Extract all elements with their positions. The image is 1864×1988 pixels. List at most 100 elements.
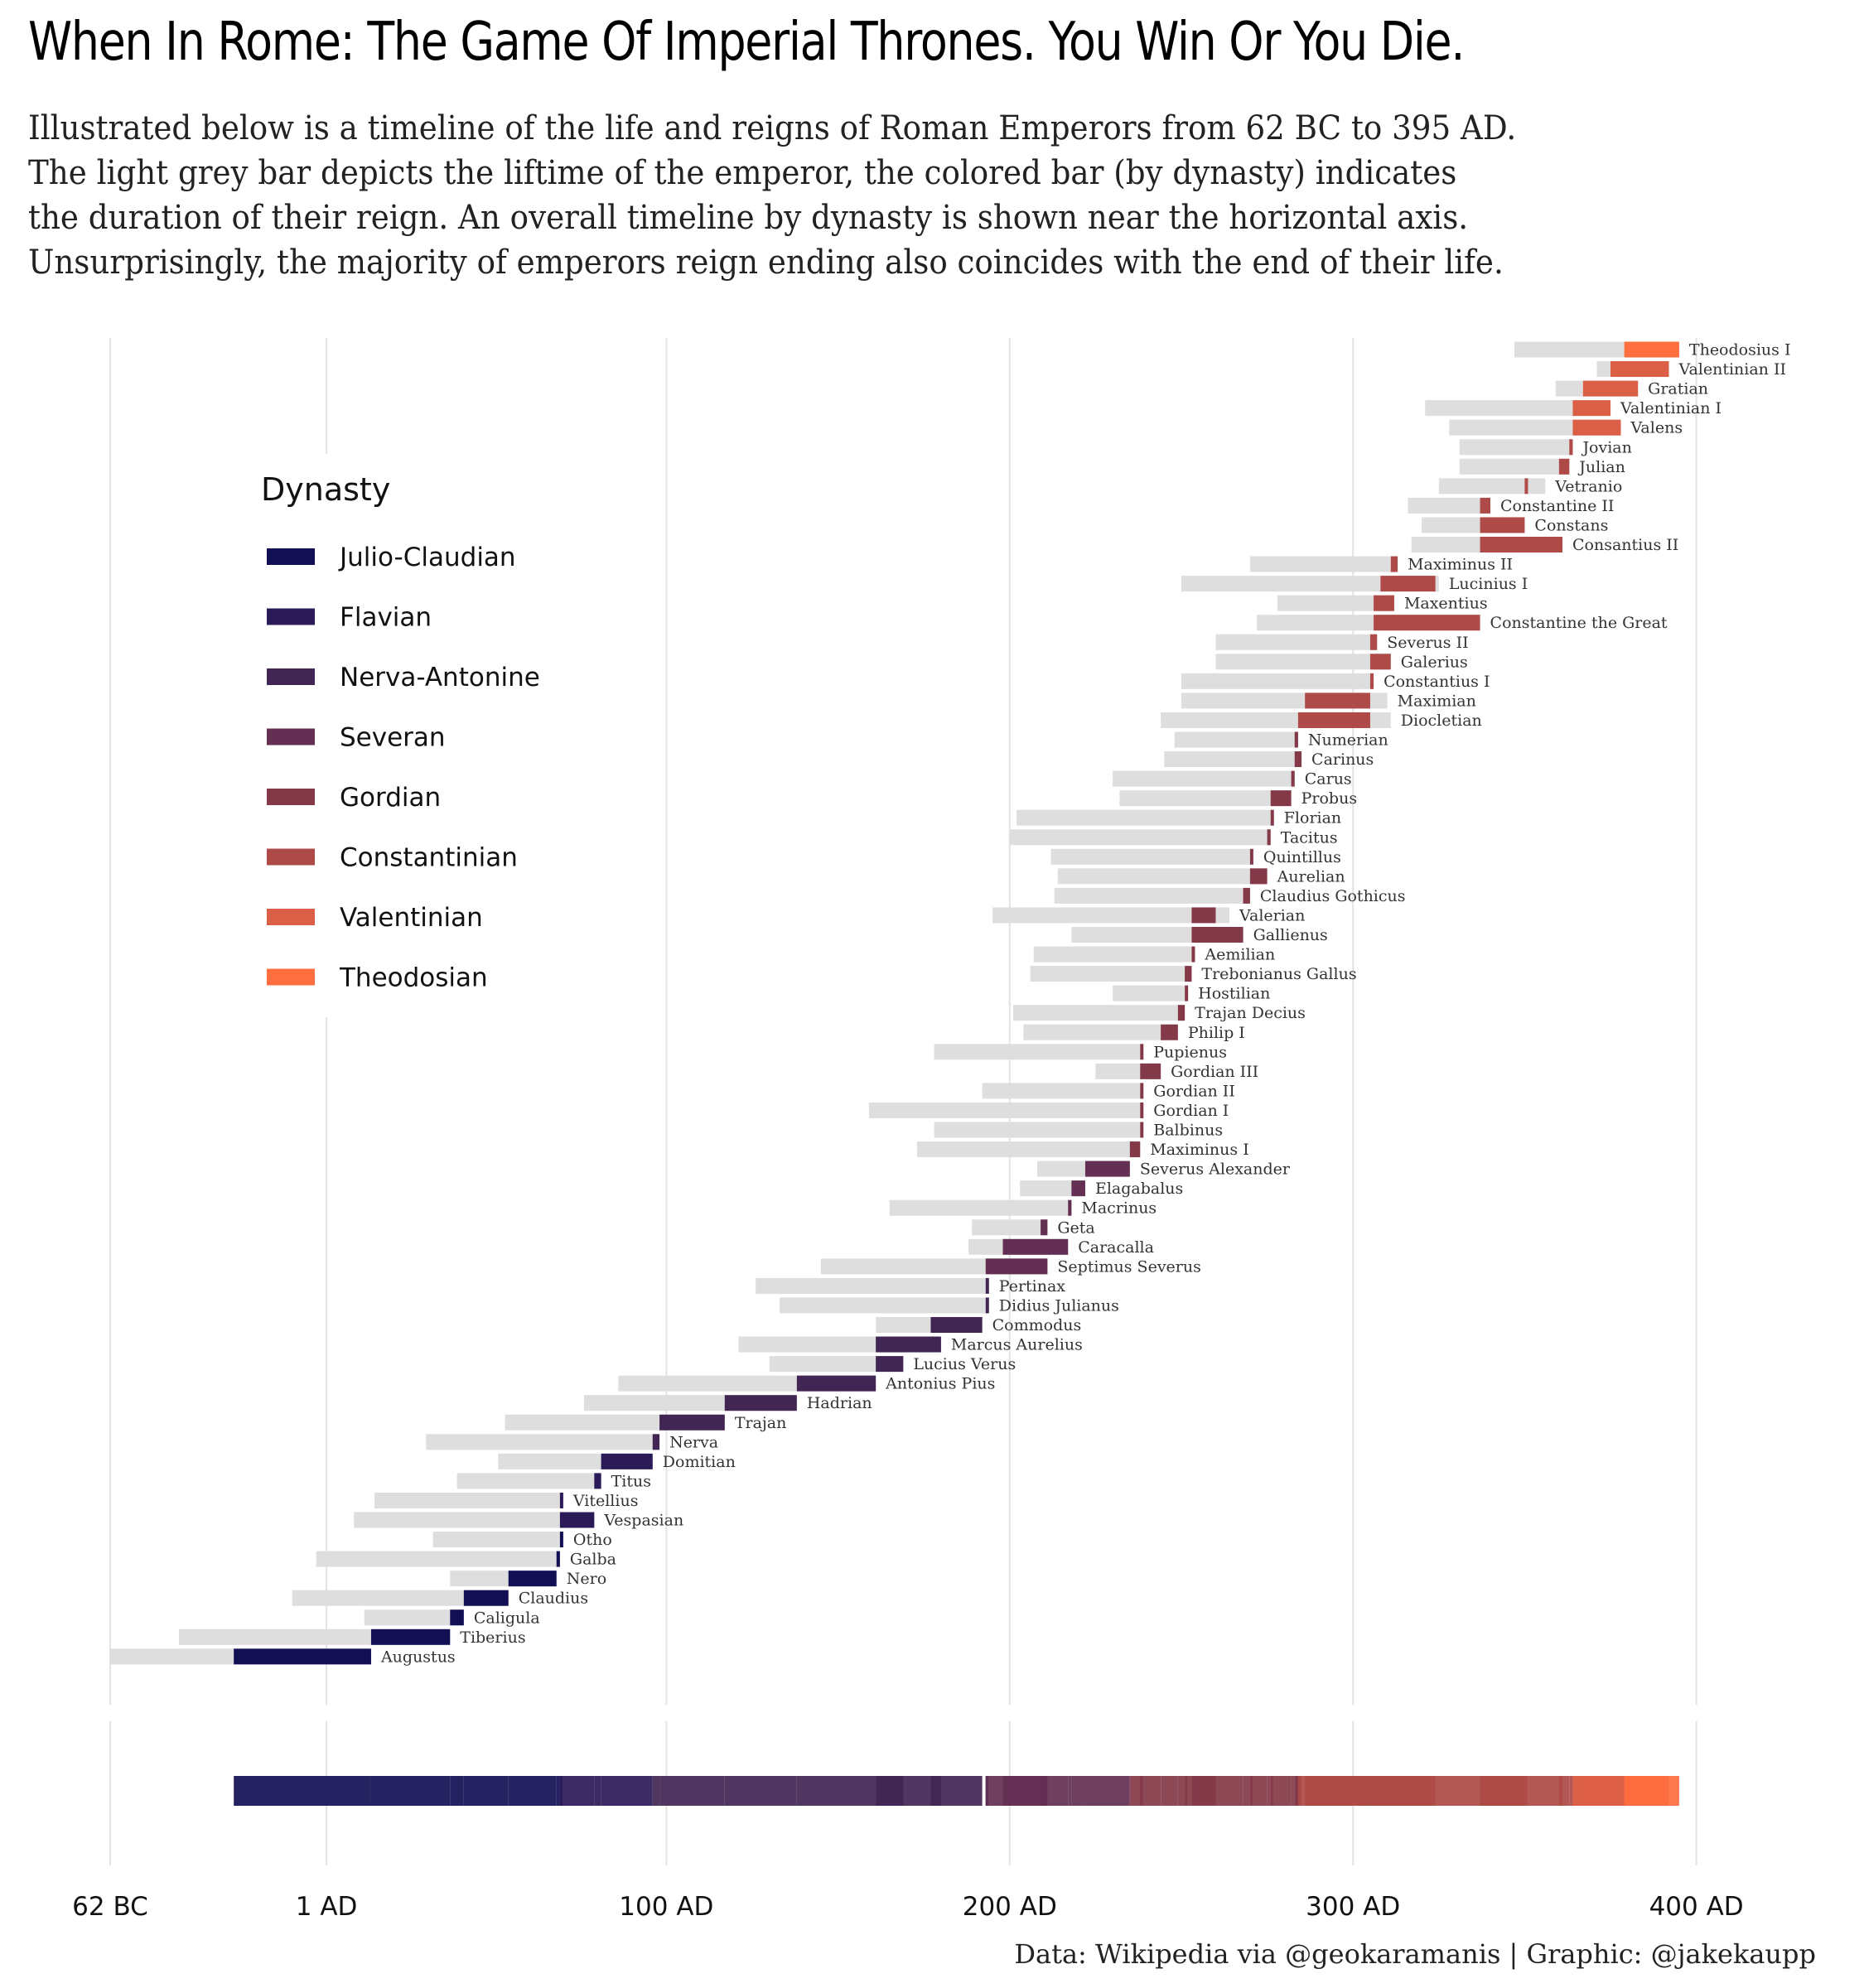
emperor-label-vetranio: Vetranio — [1554, 477, 1622, 495]
reign-bar-vetranio — [1524, 478, 1528, 495]
reign-bar-macrinus — [1068, 1199, 1072, 1216]
emperor-label-domitian: Domitian — [663, 1453, 736, 1471]
emperor-label-quintillus: Quintillus — [1263, 848, 1341, 866]
reign-bar-philip-i — [1161, 1024, 1178, 1040]
emperor-row-valerian: Valerian — [992, 906, 1305, 924]
reign-bar-carus — [1291, 770, 1295, 787]
subtitle-line-3: the duration of their reign. An overall … — [28, 199, 1469, 237]
emperor-row-carus: Carus — [1113, 770, 1352, 789]
reign-bar-constantine-ii — [1480, 497, 1490, 514]
lifetime-bar-aurelian — [1057, 868, 1268, 885]
emperor-label-severus-alexander: Severus Alexander — [1140, 1160, 1291, 1179]
legend-label-gordian: Gordian — [340, 783, 441, 813]
reign-bar-maximinus-ii — [1390, 556, 1398, 572]
emperor-row-valentinian-i: Valentinian I — [1425, 399, 1722, 417]
emperor-label-julian: Julian — [1577, 458, 1625, 476]
reign-bar-geta — [1041, 1219, 1048, 1236]
lifetime-bar-carinus — [1164, 751, 1302, 768]
x-tick-label-200-ad: 200 AD — [963, 1892, 1057, 1922]
overview-reign-marcus-aurelius — [876, 1776, 941, 1806]
legend-swatch-theodosian — [267, 968, 315, 986]
emperor-label-claudius-gothicus: Claudius Gothicus — [1260, 887, 1406, 905]
overview-reign-caligula — [450, 1776, 464, 1806]
emperor-label-jovian: Jovian — [1581, 438, 1631, 456]
reign-bar-gordian-iii — [1140, 1063, 1161, 1079]
reign-bar-hostilian — [1185, 985, 1189, 1001]
reign-bar-hadrian — [724, 1395, 797, 1411]
emperor-label-galerius: Galerius — [1401, 653, 1468, 671]
lifetime-bar-macrinus — [889, 1199, 1072, 1216]
emperor-row-maxentius: Maxentius — [1277, 595, 1488, 613]
emperor-row-otho: Otho — [432, 1531, 612, 1549]
emperor-row-severus-alexander: Severus Alexander — [1036, 1160, 1291, 1179]
overview-reign-jovian — [1569, 1776, 1573, 1806]
emperor-row-tiberius: Tiberius — [178, 1629, 526, 1647]
lifetime-bar-galerius — [1215, 654, 1391, 670]
legend-swatch-valentinian — [267, 909, 315, 925]
emperor-row-numerian: Numerian — [1174, 731, 1388, 750]
overview-reign-maximian — [1305, 1776, 1370, 1806]
reign-bar-trajan-decius — [1177, 1005, 1186, 1021]
lifetime-bar-probus — [1119, 790, 1292, 807]
lifetime-bar-lucinius-i — [1181, 576, 1439, 592]
x-axis: 62 BC 1 AD 100 AD 200 AD 300 AD 400 AD — [72, 1892, 1744, 1922]
emperor-row-domitian: Domitian — [498, 1453, 736, 1471]
overview-reign-titus — [594, 1776, 601, 1806]
emperor-row-macrinus: Macrinus — [889, 1199, 1157, 1218]
reign-bar-claudius-gothicus — [1243, 887, 1250, 904]
legend-item-constantinian: Constantinian — [267, 843, 518, 873]
emperor-row-philip-i: Philip I — [1023, 1024, 1245, 1042]
emperor-label-nerva: Nerva — [669, 1433, 718, 1451]
lifetime-bar-claudius — [292, 1590, 509, 1606]
lifetime-bar-severus-ii — [1215, 634, 1378, 650]
emperor-row-constantine-the-great: Constantine the Great — [1257, 614, 1668, 632]
reign-bar-trebonianus-gallus — [1185, 966, 1192, 982]
reign-bar-domitian — [601, 1453, 653, 1469]
legend-label-valentinian: Valentinian — [340, 903, 483, 933]
emperor-label-lucinius-i: Lucinius I — [1449, 575, 1528, 593]
reign-bar-pupienus — [1140, 1044, 1144, 1060]
emperor-label-constantine-the-great: Constantine the Great — [1490, 614, 1668, 632]
lifetime-bar-trajan-decius — [1012, 1005, 1186, 1021]
emperor-label-numerian: Numerian — [1308, 731, 1388, 750]
emperor-row-maximinus-ii: Maximinus II — [1249, 556, 1513, 574]
emperor-label-marcus-aurelius: Marcus Aurelius — [951, 1336, 1083, 1354]
lifetime-bar-philip-i — [1023, 1024, 1178, 1040]
reign-bar-julian — [1558, 458, 1570, 475]
reign-bar-galerius — [1369, 654, 1391, 670]
emperor-row-gratian: Gratian — [1555, 380, 1708, 398]
reign-bar-constantine-the-great — [1374, 615, 1480, 631]
overview-reign-domitian — [601, 1776, 653, 1806]
overview-reign-theodosius-i — [1624, 1776, 1679, 1806]
emperor-row-hostilian: Hostilian — [1113, 985, 1270, 1003]
overview-reign-elagabalus — [1071, 1776, 1085, 1806]
emperor-row-hadrian: Hadrian — [583, 1394, 872, 1412]
lifetime-bar-quintillus — [1050, 848, 1250, 865]
legend-item-flavian: Flavian — [267, 603, 432, 633]
overview-reign-philip-i — [1161, 1776, 1178, 1806]
overview-reign-aurelian — [1249, 1776, 1268, 1806]
emperor-row-vetranio: Vetranio — [1438, 477, 1622, 495]
emperor-label-gordian-ii: Gordian II — [1153, 1082, 1235, 1100]
lifetime-bar-maxentius — [1277, 595, 1394, 611]
reign-bar-pertinax — [985, 1277, 989, 1294]
subtitle-line-1: Illustrated below is a timeline of the l… — [28, 109, 1517, 147]
lifetime-bar-otho — [432, 1532, 560, 1548]
emperor-label-consantius-ii: Consantius II — [1572, 536, 1678, 554]
emperor-label-didius-julianus: Didius Julianus — [999, 1296, 1119, 1315]
emperor-row-gordian-ii: Gordian II — [982, 1082, 1235, 1100]
lifetime-bar-didius-julianus — [780, 1297, 986, 1314]
reign-bar-aemilian — [1191, 946, 1195, 963]
emperor-label-maximinus-ii: Maximinus II — [1408, 556, 1513, 574]
emperor-label-constantius-i: Constantius I — [1384, 673, 1490, 691]
lifetime-bar-valentinian-i — [1425, 400, 1611, 417]
lifetime-bar-elagabalus — [1020, 1180, 1085, 1197]
emperor-row-augustus: Augustus — [110, 1648, 456, 1666]
emperor-row-theodosius-i: Theodosius I — [1514, 341, 1790, 359]
emperor-row-lucinius-i: Lucinius I — [1181, 575, 1528, 593]
reign-bar-maxentius — [1374, 595, 1394, 611]
chart-title: When In Rome: The Game Of Imperial Thron… — [28, 12, 1465, 73]
reign-bar-maximinus-i — [1129, 1141, 1141, 1158]
reign-bar-consantius-ii — [1480, 537, 1563, 552]
